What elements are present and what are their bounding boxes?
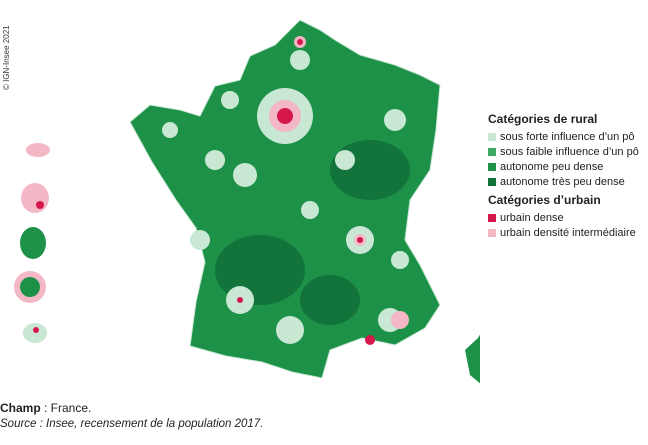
legend-label: sous faible influence d’un pô <box>500 145 639 158</box>
legend-title: Catégories d’urbain <box>488 193 601 207</box>
legend-swatch <box>488 132 496 141</box>
legend-label: sous forte influence d’un pô <box>500 130 635 143</box>
legend-item: autonome peu dense <box>488 159 648 174</box>
field-value: : France. <box>40 401 92 415</box>
legend-item: urbain densité intermédiaire <box>488 225 648 240</box>
legend-label: urbain dense <box>500 211 564 224</box>
france <box>129 19 441 379</box>
footer: Champ : France. Source : Insee, recensem… <box>0 401 263 430</box>
copyright: © IGN-Insee 2021 <box>2 25 11 90</box>
legend-item: autonome très peu dense <box>488 174 648 189</box>
legend-item: sous faible influence d’un pô <box>488 144 648 159</box>
legend-swatch <box>488 162 496 171</box>
legend-swatch <box>488 213 496 222</box>
legend-item: sous forte influence d’un pô <box>488 129 648 144</box>
overseas <box>14 143 50 343</box>
corsica <box>465 334 480 384</box>
field-label: Champ <box>0 401 41 415</box>
legend-swatch <box>488 147 496 156</box>
legend: Catégories de rural sous forte influence … <box>488 108 648 240</box>
legend-label: urbain densité intermédiaire <box>500 226 636 239</box>
legend-label: autonome très peu dense <box>500 175 625 188</box>
legend-item: urbain dense <box>488 210 648 225</box>
urban-dense <box>237 39 375 345</box>
legend-swatch <box>488 177 496 186</box>
legend-swatch <box>488 228 496 237</box>
map <box>14 19 480 384</box>
legend-label: autonome peu dense <box>500 160 604 173</box>
source: Source : Insee, recensement de la popula… <box>0 418 264 430</box>
legend-title: Catégories de rural <box>488 112 598 126</box>
